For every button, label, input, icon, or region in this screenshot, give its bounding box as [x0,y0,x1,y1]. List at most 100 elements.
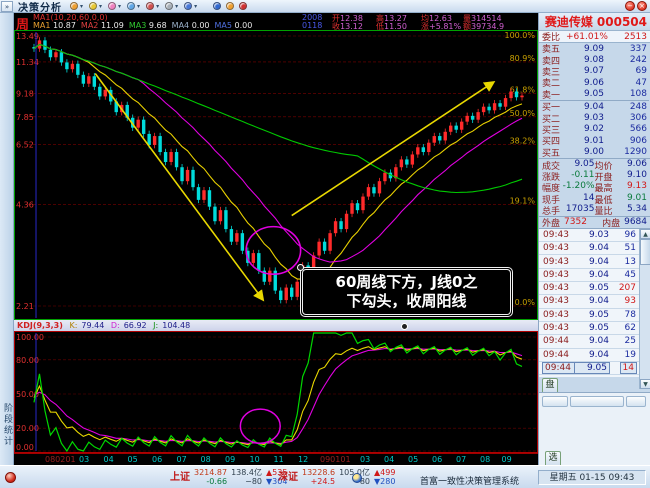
tool-10-icon[interactable] [239,2,248,10]
toolbar-icons [213,2,248,10]
shanghai-index[interactable]: 上证 3214.87 -0.66 138.4亿 −80 ▲535 ▼304 [170,468,288,486]
candle-body [449,125,453,132]
candle-body [251,253,256,263]
candlestick-chart[interactable]: 13.49 100.0% 11.34 80.9% 9.18 61.8% 7.85 50.0% 6… [14,30,538,320]
buy-row[interactable]: 买五 9.00 1290 [539,147,650,159]
lower-sidebar-panel: 选 [539,392,650,465]
kdj-title[interactable]: KDJ(9,3,3) [17,321,63,330]
price-axis-label: 7.85 [16,113,34,122]
tool-4-icon[interactable]: ▾ [127,2,140,10]
chevron-down-icon[interactable]: ▾ [194,2,198,10]
tick-row[interactable]: 09:43 9.05 78 [539,309,650,322]
tick-scrollbar[interactable]: ▲ ▼ [639,228,650,389]
annotation-handle[interactable] [401,323,408,330]
kdj-indicator-chart[interactable]: 100.00 80.00 50.00 20.00 0.00 [14,331,538,453]
tab-xuan[interactable]: 选 [545,450,561,465]
tick-time: 09:44 [543,349,569,360]
chevron-down-icon[interactable]: ▾ [99,2,103,10]
buy-row[interactable]: 买二 9.03 306 [539,112,650,125]
tick-row[interactable]: 09:43 9.04 13 [539,255,650,269]
candle-body [70,63,75,70]
scroll-down-icon[interactable]: ▼ [640,378,650,389]
chevron-down-icon[interactable]: ▾ [156,2,160,10]
candle-body [240,233,245,251]
tick-volume: 45 [624,269,636,280]
sell-row[interactable]: 卖二 9.06 47 [539,77,650,90]
panel-column-button[interactable] [626,395,646,407]
candle-body [295,281,299,297]
candle-body [185,169,190,182]
MA60-line [33,43,523,194]
tick-row[interactable]: 09:44 9.04 25 [539,335,650,349]
shenzhen-index[interactable]: 深证 13228.6+24.5 105.0亿−80 ▲499▼280 [278,468,396,486]
avg-quote: 均12.63 [421,14,452,23]
chevron-down-icon[interactable]: ▾ [175,2,179,10]
chevron-down-icon[interactable]: ▾ [118,2,122,10]
tick-row[interactable]: 09:43 9.04 45 [539,269,650,283]
detail-cell: 现手 14 [542,193,595,206]
tick-row[interactable]: 09:43 9.05 62 [539,322,650,336]
candle-body [339,221,343,230]
close-button[interactable]: × [637,1,647,11]
detail-label: 幅度 [542,184,561,195]
tick-price: 9.04 [588,336,609,347]
axis-month-label: 04 [103,455,114,464]
queue-label: 卖三 [542,67,561,78]
stage-statistics-label[interactable]: 阶段统计 [2,403,12,447]
tick-price: 9.03 [588,229,609,240]
panel-column-button[interactable] [542,395,568,407]
detail-label: 最低 [594,195,613,206]
tool-9-icon[interactable] [226,2,235,10]
tick-row[interactable]: 09:43 9.04 51 [539,242,650,256]
buy-row[interactable]: 买一 9.04 248 [539,101,650,114]
tick-time: 09:43 [543,309,569,320]
tick-row[interactable]: 09:43 9.05 207 [539,282,650,296]
sell-row[interactable]: 卖一 9.05 108 [539,89,650,101]
stock-name[interactable]: 赛迪传媒 [544,15,593,29]
candle-body [520,95,524,98]
candle-body [416,147,420,155]
candle-body [268,270,272,282]
detail-value: 17035 [565,203,595,214]
tick-row[interactable]: 09:44 9.04 19 [539,349,650,362]
buy-row[interactable]: 买三 9.02 566 [539,124,650,136]
candle-body [366,187,371,197]
tick-volume: 207 [618,283,636,294]
tool-7-icon[interactable]: ▾ [184,2,197,10]
buy-row[interactable]: 买四 9.01 906 [539,135,650,148]
tool-8-icon[interactable] [213,2,222,10]
tick-row[interactable]: 09:43 9.03 96 [539,229,650,243]
tool-3-icon[interactable]: ▾ [108,2,121,10]
sell-row[interactable]: 卖四 9.08 242 [539,54,650,67]
tool-1-icon[interactable]: ▾ [70,2,83,10]
sell-row[interactable]: 卖三 9.07 69 [539,66,650,78]
tool-6-icon[interactable]: ▾ [165,2,178,10]
axis-year-label: 090101 [320,455,351,464]
tick-row[interactable]: 09:44 9.05 14 [539,361,650,376]
scrollbar-thumb[interactable] [640,238,650,265]
detail-label: 均价 [594,162,613,172]
app-menu-title[interactable]: 决策分析 [18,2,62,14]
scroll-up-icon[interactable]: ▲ [640,228,650,239]
chevron-down-icon[interactable]: ▾ [137,2,141,10]
panel-column-button[interactable] [570,395,624,407]
app-logo-icon[interactable] [5,472,16,483]
period-label[interactable]: 周 [16,18,30,33]
tab-pan[interactable]: 盘 [542,377,558,392]
expand-panel-button[interactable]: » [1,0,13,12]
queue-price: 9.06 [583,77,604,88]
tool-6-glyph [165,2,174,10]
minimize-button[interactable]: − [625,1,635,11]
candle-body [421,147,426,153]
detail-cell: 开盘 9.10 [595,170,648,183]
tool-5-icon[interactable]: ▾ [146,2,159,10]
chevron-down-icon[interactable]: ▾ [80,2,84,10]
annotation-callout[interactable]: 60周线下方，J线0之 下勾头，收周阳线 [297,264,513,330]
sell-row[interactable]: 卖五 9.09 337 [539,43,650,56]
candle-body [427,142,431,153]
candle-body [410,154,415,165]
tick-row[interactable]: 09:43 9.04 93 [539,295,650,309]
annotation-handle[interactable] [297,264,304,271]
tool-2-icon[interactable]: ▾ [89,2,102,10]
stock-code[interactable]: 000504 [596,14,647,29]
